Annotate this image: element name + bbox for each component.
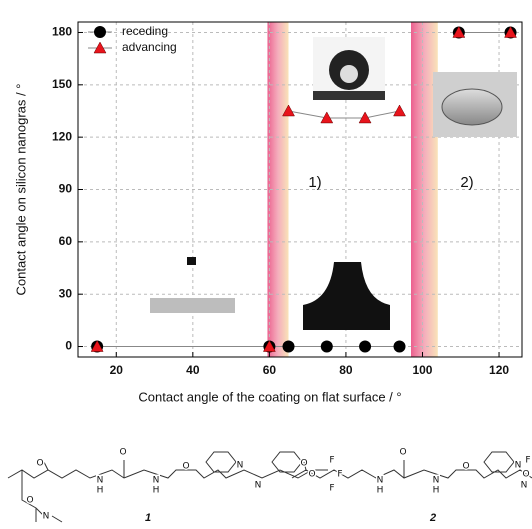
structure-label: 2	[429, 512, 436, 524]
atom-label: O	[300, 459, 307, 469]
structure-label: 1	[145, 512, 151, 524]
x-tick-label: 80	[339, 363, 353, 377]
atom-label: O	[462, 462, 469, 472]
x-tick-label: 120	[489, 363, 509, 377]
drop	[441, 88, 503, 126]
y-tick-label: 30	[59, 286, 73, 300]
x-axis-label: Contact angle of the coating on flat sur…	[138, 389, 401, 404]
marker	[504, 25, 517, 38]
atom-label: O	[522, 470, 529, 480]
atom-label: O	[399, 448, 406, 458]
drop-highlight	[340, 65, 358, 83]
atom-label: O	[182, 462, 189, 472]
atom-label: F	[329, 456, 334, 466]
marker	[90, 340, 104, 352]
x-tick-label: 40	[186, 363, 200, 377]
atom-label: F	[525, 456, 530, 466]
atom-label: N	[521, 481, 528, 491]
atom-label: H	[377, 486, 384, 496]
marker	[358, 111, 372, 124]
marker	[393, 104, 406, 117]
inset-photo	[303, 262, 390, 330]
atom-label: O	[36, 459, 43, 469]
x-tick-label: 60	[263, 363, 277, 377]
y-tick-label: 0	[65, 339, 72, 353]
atom-label: F	[329, 484, 334, 494]
marker	[282, 104, 295, 117]
atom-label: N	[377, 476, 384, 486]
y-tick-label: 150	[52, 77, 72, 91]
atom-label: N	[97, 476, 104, 486]
x-tick-label: 100	[412, 363, 432, 377]
y-tick-label: 60	[59, 234, 73, 248]
marker	[93, 41, 107, 54]
marker	[94, 26, 106, 38]
marker	[359, 340, 372, 353]
series-line	[97, 31, 511, 348]
drop	[187, 257, 196, 265]
atom-label: O	[119, 448, 126, 458]
marker	[320, 111, 334, 124]
structure-skeletons	[7, 451, 532, 523]
y-tick-label: 120	[52, 129, 72, 143]
legend-label: advancing	[122, 40, 177, 54]
marker	[452, 25, 466, 38]
atom-label: H	[153, 486, 160, 496]
marker	[282, 340, 295, 353]
marker	[262, 340, 276, 352]
y-tick-label: 180	[52, 25, 72, 39]
annotation: 2)	[460, 174, 473, 191]
plot-frame	[77, 21, 523, 358]
marker	[320, 340, 333, 353]
inset-photo	[150, 298, 235, 313]
atom-label: F	[337, 470, 342, 480]
atom-label: H	[433, 486, 440, 496]
atom-label: O	[26, 496, 33, 506]
marker	[393, 340, 406, 353]
legend-label: receding	[122, 24, 168, 38]
atom-label: N	[255, 481, 262, 491]
y-tick-label: 90	[59, 182, 73, 196]
atom-label: N	[433, 476, 440, 486]
x-tick-label: 20	[110, 363, 124, 377]
atom-label: N	[237, 461, 244, 471]
atom-label: N	[515, 461, 522, 471]
annotation: 1)	[308, 174, 321, 191]
atom-label: N	[153, 476, 160, 486]
inset-photos	[150, 37, 517, 330]
atom-label: H	[97, 486, 104, 496]
atom-label: N	[43, 512, 50, 522]
atom-label: O	[308, 470, 315, 480]
surface	[313, 91, 385, 100]
y-axis-label: Contact angle on silicon nanogras / °	[13, 84, 28, 296]
